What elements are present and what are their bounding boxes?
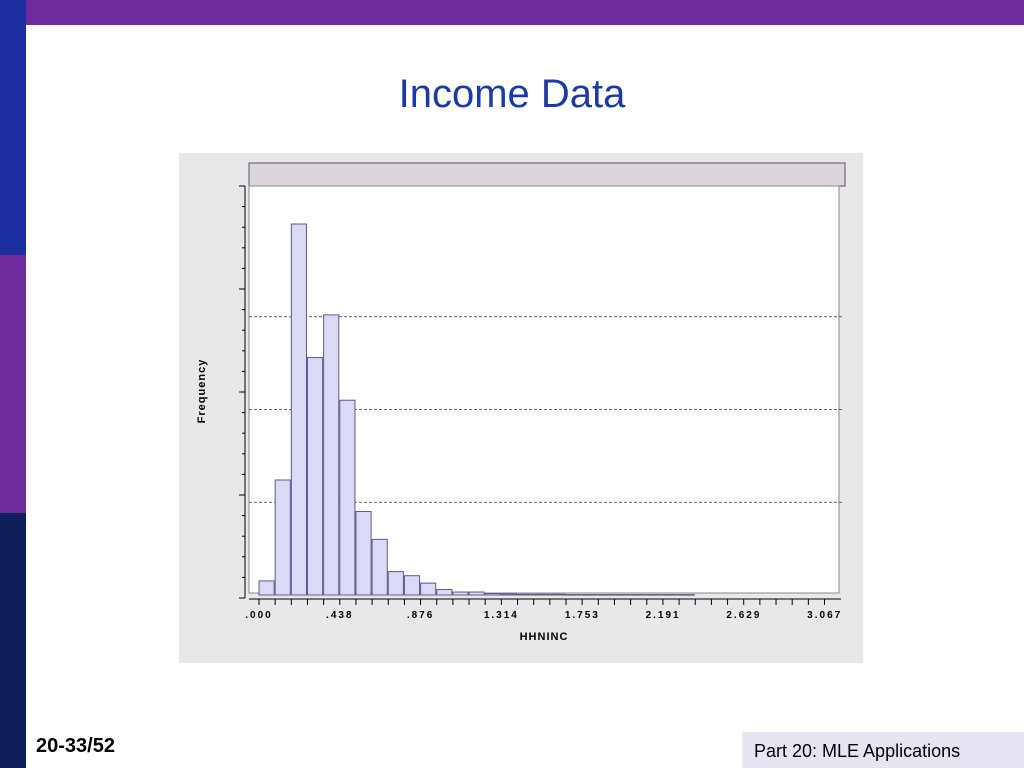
histogram-bar (533, 593, 550, 596)
histogram-bar (646, 594, 663, 596)
histogram-chart: .000 .438 .876 1.314 1.753 2.191 2.629 3.067 HHN… (196, 162, 846, 643)
x-tick-label: 2.629 (726, 610, 761, 621)
histogram-bar (500, 593, 518, 596)
histogram-bar (306, 357, 324, 596)
x-tick-label: .876 (407, 610, 434, 621)
histogram-bar (597, 594, 614, 596)
histogram-bar (371, 538, 388, 596)
histogram-bar (678, 594, 695, 596)
side-bar-purple (0, 255, 26, 513)
footer-label: Part 20: MLE Applications (754, 741, 961, 761)
histogram-bar (436, 588, 453, 596)
histogram-bar (468, 591, 485, 596)
y-axis-label: Frequency (196, 359, 208, 424)
x-tick-label: 1.314 (484, 610, 519, 621)
side-bar-navy (0, 513, 26, 768)
x-tick-label: 2.191 (646, 610, 681, 621)
histogram-bar (581, 594, 598, 596)
footer-box (742, 732, 1024, 768)
histogram-bar (452, 591, 469, 596)
x-tick-label: .438 (326, 610, 353, 621)
chart-title-strip (248, 162, 846, 187)
x-tick-label: .000 (245, 610, 272, 621)
x-axis-label: HHNINC (520, 631, 569, 643)
histogram-bar (339, 399, 356, 596)
histogram-bar (630, 594, 647, 596)
histogram-bar (549, 593, 566, 596)
histogram-bar (274, 479, 291, 596)
x-tick-label: 1.753 (565, 610, 600, 621)
histogram-bar (258, 580, 275, 596)
histogram-bar (420, 582, 437, 596)
side-bar-blue (0, 0, 26, 255)
histogram-bar (355, 511, 372, 596)
histogram-bar (387, 571, 404, 596)
histogram-bar (517, 593, 534, 596)
slide-number: 20-33/52 (36, 735, 115, 757)
top-accent-bar (0, 0, 1024, 25)
histogram-bar (613, 594, 631, 596)
histogram-bar (484, 593, 501, 596)
histogram-bar (323, 314, 340, 596)
x-tick-label: 3.067 (807, 610, 842, 621)
histogram-bar (662, 594, 679, 596)
histogram-bar (403, 575, 421, 596)
histogram-bar (565, 594, 582, 596)
histogram-bar (290, 223, 307, 596)
slide-title: Income Data (398, 72, 626, 116)
